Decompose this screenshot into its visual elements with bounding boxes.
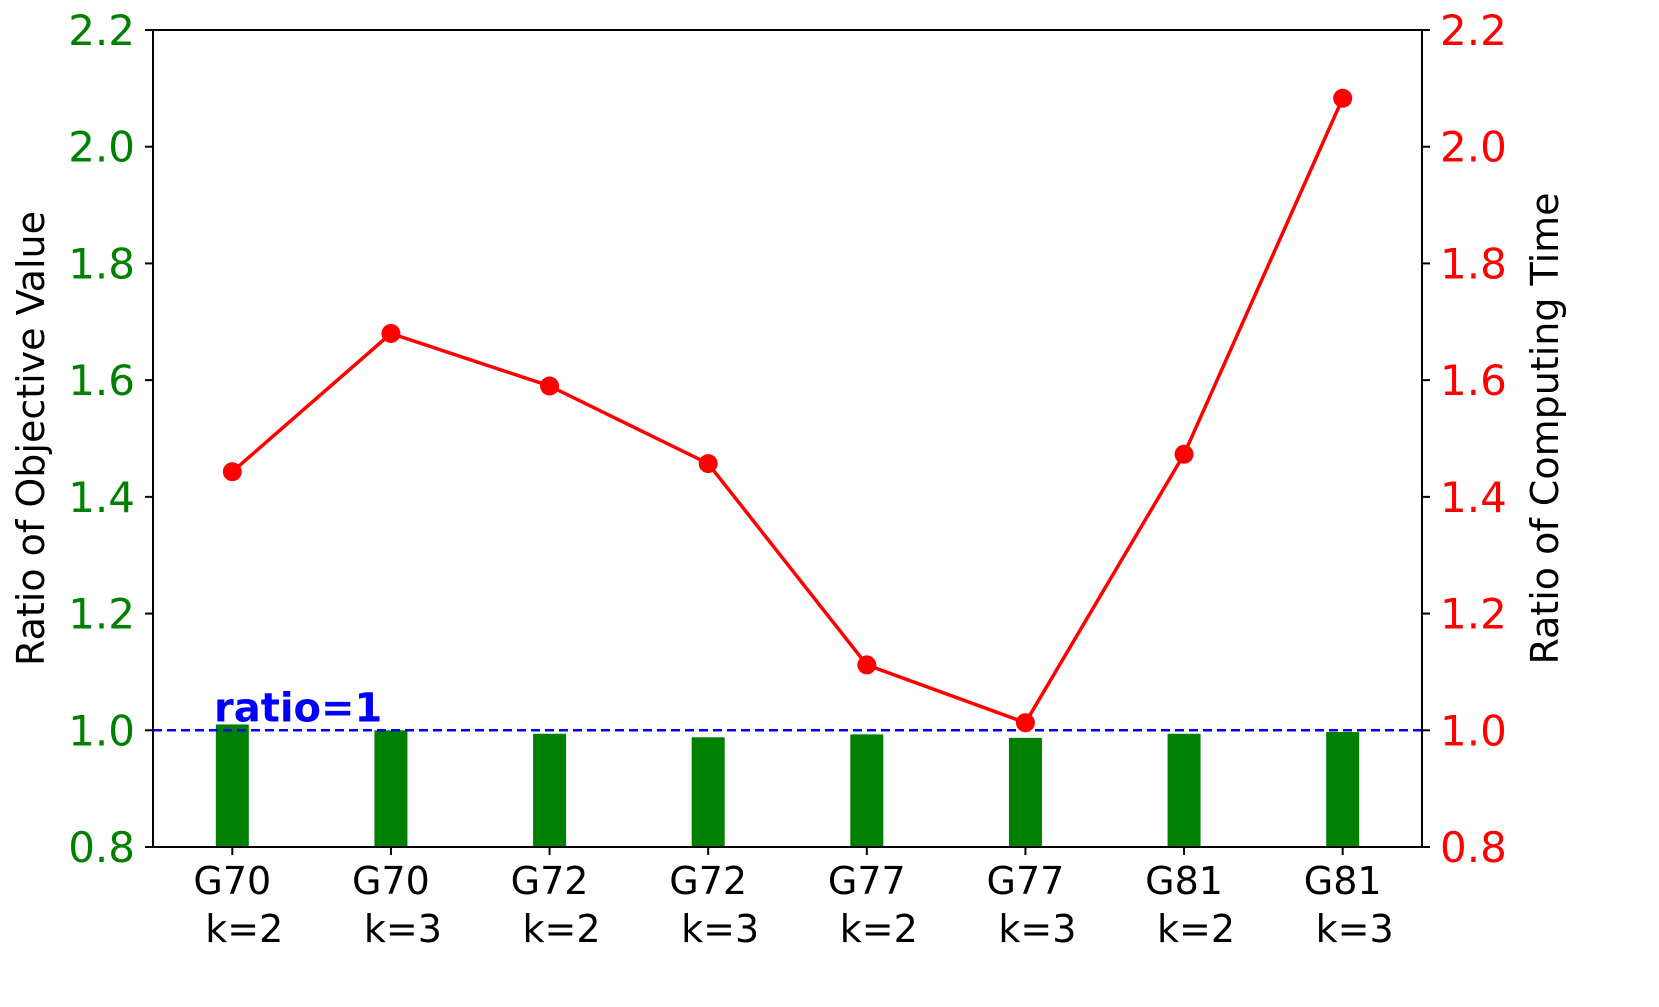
left-tick-label: 2.0 [68,123,135,172]
x-tick-label: G77 [987,859,1065,903]
left-tick-label: 1.8 [68,239,135,288]
bar [850,734,884,847]
bar [1008,737,1042,847]
x-tick-label: G70 [193,859,271,903]
right-tick-label: 1.2 [1440,590,1507,639]
left-axis-ticks: 0.8 1.0 1.2 1.4 1.6 1.8 2.0 2.2 [68,6,153,872]
right-tick-label: 2.0 [1440,123,1507,172]
x-tick-label: G72 [669,859,747,903]
line-point [698,454,718,474]
line-point [1015,713,1035,733]
x-tick-label: G72 [511,859,589,903]
right-tick-label: 2.2 [1440,6,1507,55]
bar [1167,733,1201,847]
x-tick-label: G81 [1304,859,1382,903]
left-tick-label: 1.2 [68,590,135,639]
bar [374,730,408,847]
line-path [231,97,1345,725]
x-axis-ticks: G70k=2G70k=3G72k=2G72k=3G77k=2G77k=3G81k… [193,847,1394,951]
bar [1326,732,1360,847]
right-tick-label: 1.0 [1440,706,1507,755]
x-tick-label: G77 [828,859,906,903]
right-tick-label: 1.8 [1440,239,1507,288]
reference-line-label: ratio=1 [214,685,382,731]
line-point [381,323,401,343]
bar [691,737,725,847]
x-tick-sublabel: k=3 [681,907,759,951]
bar-series [215,724,1360,847]
line-point [540,376,560,396]
right-tick-label: 1.4 [1440,473,1507,522]
left-axis-title: Ratio of Objective Value [9,211,53,666]
line-point [857,655,877,675]
x-tick-sublabel: k=2 [523,907,601,951]
left-tick-label: 0.8 [68,823,135,872]
axes [152,29,1423,848]
x-tick-sublabel: k=2 [840,907,918,951]
x-tick-sublabel: k=3 [998,907,1076,951]
bar [533,733,567,847]
left-tick-label: 1.6 [68,356,135,405]
x-tick-label: G70 [352,859,430,903]
x-tick-sublabel: k=2 [1157,907,1235,951]
x-tick-sublabel: k=3 [1316,907,1394,951]
x-tick-sublabel: k=3 [364,907,442,951]
right-tick-label: 0.8 [1440,823,1507,872]
x-tick-sublabel: k=2 [205,907,283,951]
line-point [1174,444,1194,464]
line-point [222,462,242,482]
bar [215,724,249,847]
left-tick-label: 1.0 [68,706,135,755]
line-point [1333,88,1353,108]
left-tick-label: 2.2 [68,6,135,55]
right-axis-ticks: 0.8 1.0 1.2 1.4 1.6 1.8 2.0 2.2 [1422,6,1507,872]
right-tick-label: 1.6 [1440,356,1507,405]
line-series [222,88,1353,733]
x-tick-label: G81 [1145,859,1223,903]
left-tick-label: 1.4 [68,473,135,522]
right-axis-title: Ratio of Computing Time [1523,192,1567,664]
